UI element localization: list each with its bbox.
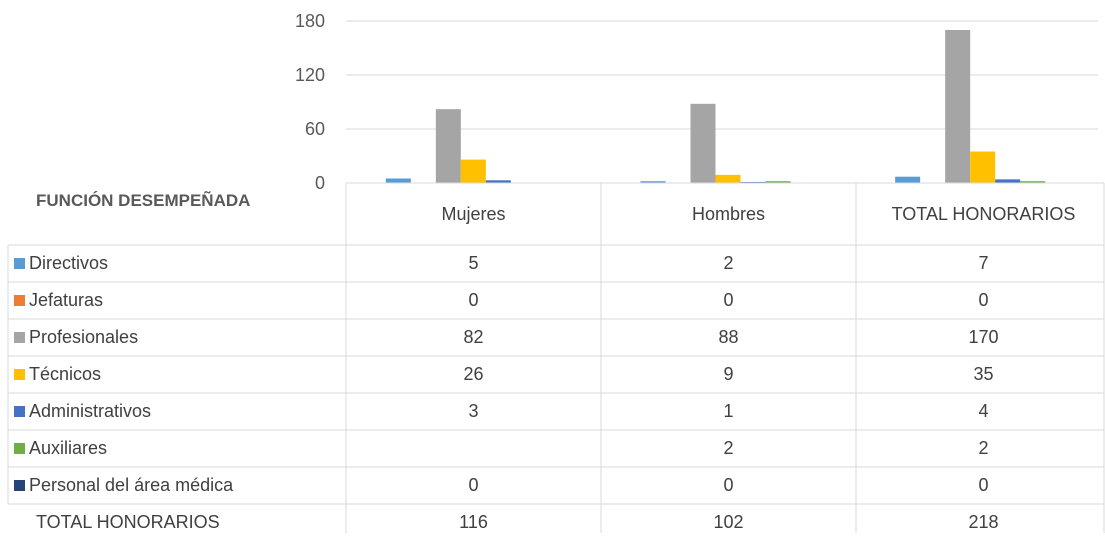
row-label-profesionales: Profesionales xyxy=(14,319,138,356)
legend-key-auxiliares xyxy=(14,443,25,454)
legend-key-profesionales xyxy=(14,332,25,343)
y-tick-label: 0 xyxy=(315,173,325,193)
bar-directivos-total-honorarios xyxy=(895,176,921,183)
data-label-personal-del-area-medica-total-honorarios: 0 xyxy=(978,475,989,495)
bar-auxiliares-total-honorarios xyxy=(1020,181,1046,183)
total-value-total-honorarios: 218 xyxy=(968,512,999,532)
row-label-personal-del-area-medica: Personal del área médica xyxy=(14,467,233,504)
data-label-personal-del-area-medica-mujeres: 0 xyxy=(468,475,479,495)
data-label-profesionales-total-honorarios: 170 xyxy=(968,327,999,347)
data-label-tecnicos-total-honorarios: 35 xyxy=(973,364,994,384)
row-label-auxiliares: Auxiliares xyxy=(14,430,107,467)
y-axis-ticks: 0 60 120 180 xyxy=(295,11,325,193)
legend-key-administrativos xyxy=(14,406,25,417)
series-name: Profesionales xyxy=(29,327,139,347)
data-label-auxiliares-total-honorarios: 2 xyxy=(978,438,989,458)
bar-tecnicos-total-honorarios xyxy=(970,151,996,183)
data-label-administrativos-mujeres: 3 xyxy=(468,401,479,421)
data-label-profesionales-mujeres: 82 xyxy=(463,327,484,347)
row-label-directivos: Directivos xyxy=(14,245,108,282)
column-header-hombres: Hombres xyxy=(691,204,766,224)
series-name: Directivos xyxy=(29,253,109,273)
data-label-directivos-total-honorarios: 7 xyxy=(978,253,989,273)
legend-key-directivos xyxy=(14,258,25,269)
legend-key-tecnicos xyxy=(14,369,25,380)
column-header-mujeres: Mujeres xyxy=(441,204,506,224)
legend-key-personal-del-area-medica xyxy=(14,480,25,491)
row-label-administrativos: Administrativos xyxy=(14,393,151,430)
column-header-total-honorarios: TOTAL HONORARIOS xyxy=(891,204,1076,224)
data-label-administrativos-total-honorarios: 4 xyxy=(978,401,989,421)
series-name: Auxiliares xyxy=(29,438,108,458)
row-label-tecnicos: Técnicos xyxy=(14,356,101,393)
data-label-jefaturas-total-honorarios: 0 xyxy=(978,290,989,310)
series-name: Técnicos xyxy=(29,364,102,384)
series-name: Personal del área médica xyxy=(29,475,234,495)
total-row-label: TOTAL HONORARIOS xyxy=(36,512,220,532)
legend-key-jefaturas xyxy=(14,295,25,306)
bar-series xyxy=(385,30,1046,183)
bar-profesionales-hombres xyxy=(690,103,716,183)
total-value-mujeres: 116 xyxy=(459,512,488,532)
bar-auxiliares-hombres xyxy=(765,181,791,183)
bar-profesionales-total-honorarios xyxy=(945,30,971,183)
bar-tecnicos-hombres xyxy=(715,174,741,183)
y-tick-label: 180 xyxy=(295,11,325,31)
bar-profesionales-mujeres xyxy=(435,109,461,183)
table-row-header-label: FUNCIÓN DESEMPEÑADA xyxy=(36,191,251,210)
data-label-directivos-mujeres: 5 xyxy=(468,253,479,273)
series-name: Administrativos xyxy=(29,401,152,421)
y-tick-label: 120 xyxy=(295,65,325,85)
bar-administrativos-total-honorarios xyxy=(995,179,1021,183)
data-label-profesionales-hombres: 88 xyxy=(718,327,739,347)
bar-directivos-mujeres xyxy=(385,178,411,183)
row-label-jefaturas: Jefaturas xyxy=(14,282,103,319)
bar-directivos-hombres xyxy=(640,181,666,183)
bar-tecnicos-mujeres xyxy=(460,159,486,183)
y-tick-label: 60 xyxy=(305,119,325,139)
bar-administrativos-mujeres xyxy=(485,180,511,183)
table-gridlines xyxy=(7,182,1105,533)
data-label-administrativos-hombres: 1 xyxy=(723,401,734,421)
data-label-tecnicos-hombres: 9 xyxy=(723,364,734,384)
data-label-directivos-hombres: 2 xyxy=(723,253,734,273)
data-label-auxiliares-mujeres xyxy=(346,430,601,467)
data-label-personal-del-area-medica-hombres: 0 xyxy=(723,475,734,495)
data-label-jefaturas-mujeres: 0 xyxy=(468,290,479,310)
series-name: Jefaturas xyxy=(29,290,104,310)
data-label-tecnicos-mujeres: 26 xyxy=(463,364,484,384)
data-label-jefaturas-hombres: 0 xyxy=(723,290,734,310)
data-label-auxiliares-hombres: 2 xyxy=(723,438,734,458)
total-value-hombres: 102 xyxy=(713,512,744,532)
